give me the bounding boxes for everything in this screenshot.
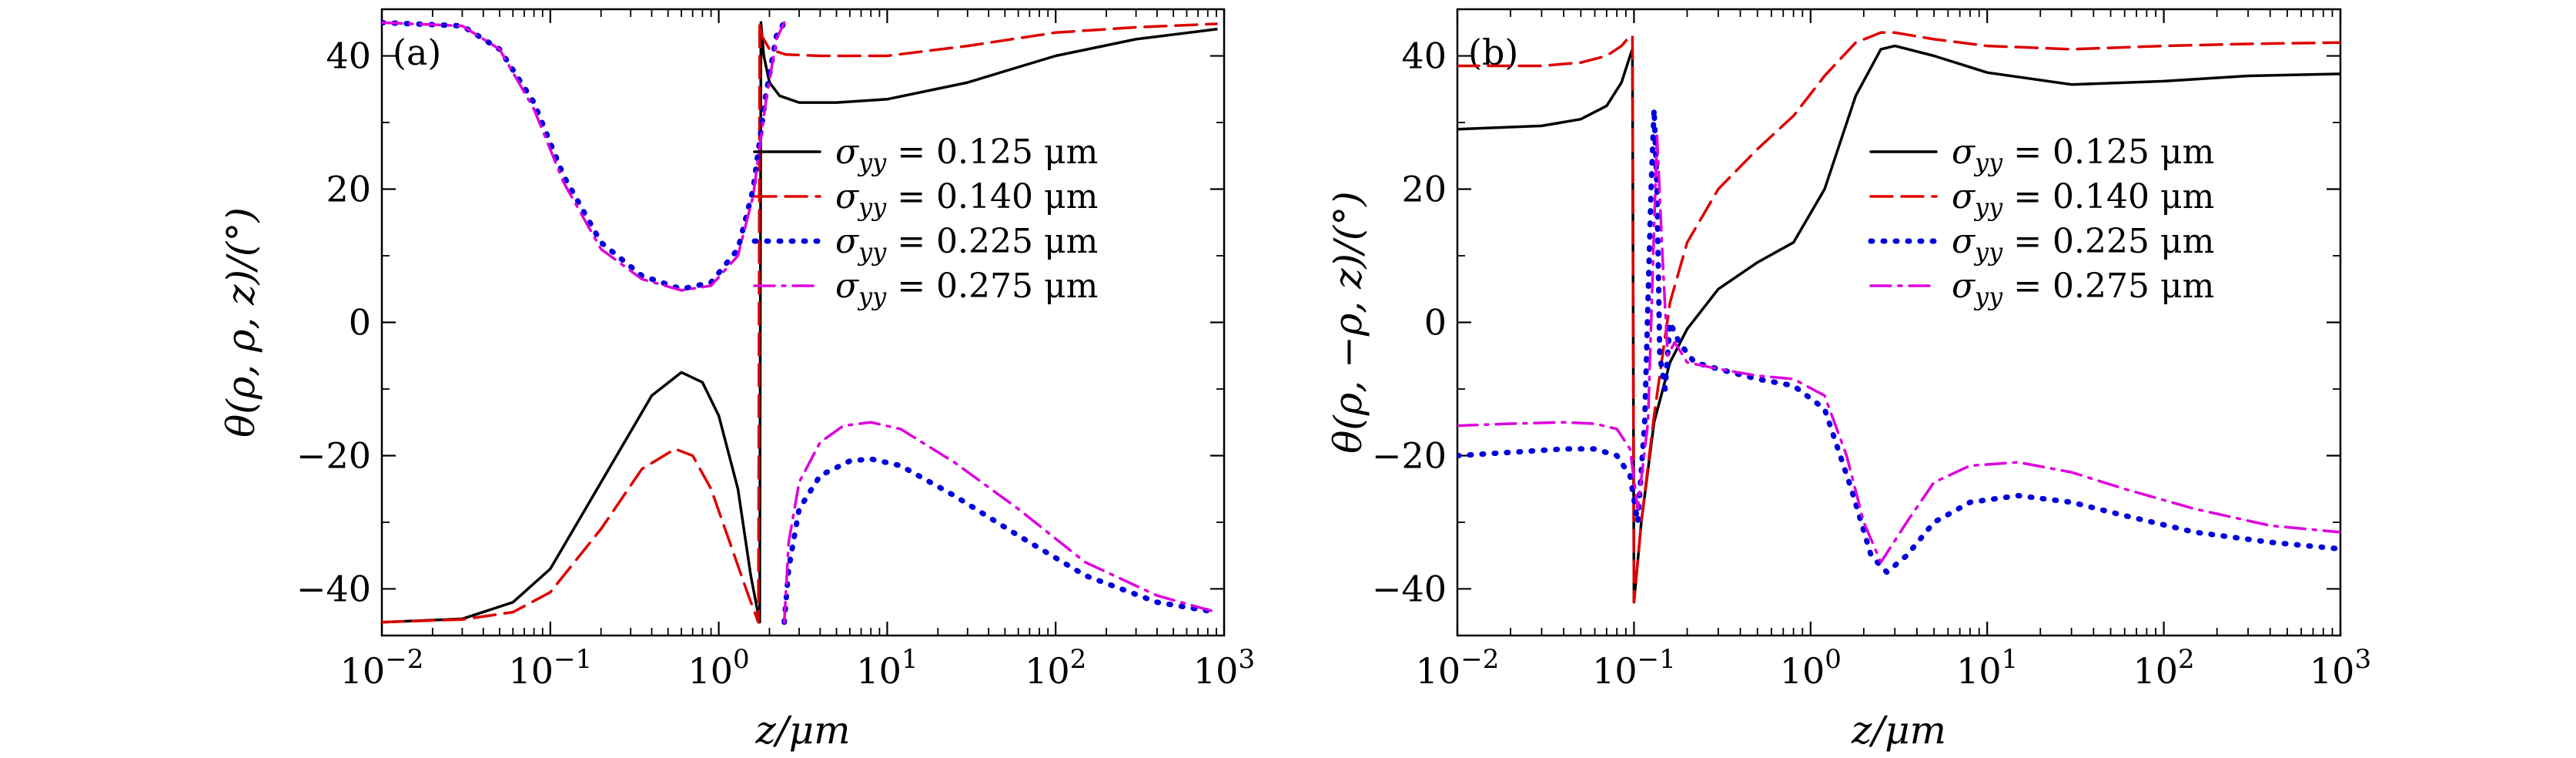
x-axis-label: z/μm — [754, 708, 850, 753]
y-tick-label: −40 — [296, 568, 371, 609]
x-tick-label: 102 — [1025, 644, 1086, 692]
x-tick-label: 103 — [2310, 644, 2371, 692]
x-tick-label: 10−1 — [508, 644, 592, 692]
series-line-3 — [781, 456, 1219, 626]
legend-entry: σyy = 0.225 μm — [1952, 222, 2214, 267]
y-tick-label: −40 — [1372, 568, 1447, 609]
legend-entry: σyy = 0.125 μm — [1952, 132, 2214, 177]
y-tick-label: 0 — [349, 302, 371, 344]
x-tick-label: 103 — [1193, 644, 1255, 692]
legend-entry: σyy = 0.275 μm — [835, 267, 1098, 311]
x-tick-label: 10−1 — [1592, 644, 1676, 692]
x-tick-label: 100 — [688, 644, 750, 692]
series-line-1 — [382, 21, 1218, 624]
series-line-4 — [382, 21, 786, 292]
y-tick-label: −20 — [296, 434, 371, 476]
x-tick-label: 102 — [2133, 644, 2195, 692]
legend-entry: σyy = 0.225 μm — [835, 222, 1098, 267]
y-tick-label: 20 — [326, 169, 371, 210]
y-tick-label: 40 — [1401, 35, 1447, 77]
y-tick-label: 0 — [1424, 302, 1447, 344]
series-line-4 — [1457, 134, 2340, 564]
x-axis-label: z/μm — [1851, 708, 1946, 753]
panel-b-chart: 10−2 10−1 100 101 102 103 −40 −20 0 20 40 z/μm θ(ρ, … — [1326, 8, 2371, 753]
series-line-4 — [782, 421, 1218, 624]
y-axis-label: θ(ρ, −ρ, z)/(°) — [1326, 191, 1370, 454]
x-tick-label: 100 — [1780, 644, 1842, 692]
legend-entry: σyy = 0.125 μm — [835, 132, 1098, 177]
series-line-2 — [382, 21, 1218, 624]
series-line-2 — [1457, 31, 2340, 604]
x-tick-label: 10−2 — [340, 644, 424, 692]
series-line-3 — [382, 19, 788, 292]
legend-entry: σyy = 0.275 μm — [1952, 267, 2214, 311]
y-tick-label: −20 — [1372, 434, 1447, 476]
x-tick-label: 101 — [856, 644, 918, 692]
panel-a-chart: 10−2 10−1 100 101 102 103 −40 −20 0 20 40 z/μm θ(ρ, … — [219, 8, 1255, 753]
y-axis-label: θ(ρ, ρ, z)/(°) — [219, 207, 263, 438]
legend-entry: σyy = 0.140 μm — [835, 177, 1098, 222]
series-line-1 — [1457, 44, 2340, 604]
y-tick-label: 40 — [326, 35, 371, 77]
x-tick-label: 10−2 — [1416, 644, 1500, 692]
plot-frame — [1456, 8, 2342, 637]
x-tick-label: 101 — [1956, 644, 2018, 692]
legend-entry: σyy = 0.140 μm — [1952, 177, 2214, 222]
y-tick-label: 20 — [1401, 169, 1447, 210]
panel-label: (a) — [393, 32, 441, 73]
